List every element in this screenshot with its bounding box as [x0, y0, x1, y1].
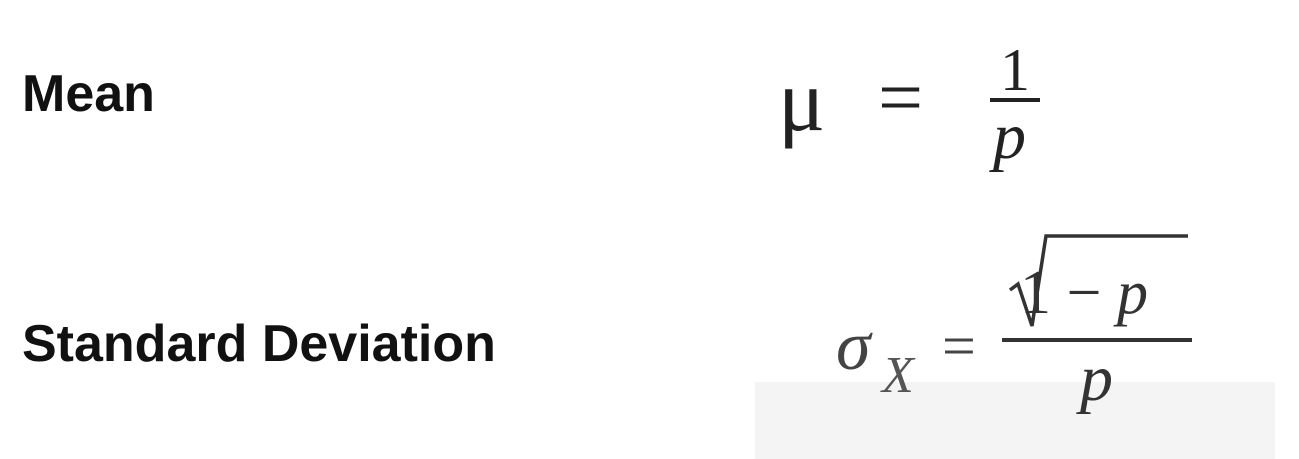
- sd-numerator: 1 − p: [1020, 262, 1148, 324]
- sigma-subscript: X: [882, 350, 914, 402]
- mu-symbol: μ: [778, 58, 825, 146]
- mean-numerator: 1: [1000, 40, 1030, 100]
- sd-numerator-variable: p: [1117, 259, 1148, 327]
- sd-numerator-minus: −: [1051, 259, 1117, 327]
- sigma-symbol: σ: [836, 312, 871, 382]
- formula-background-strip: [755, 382, 1275, 459]
- sd-denominator: p: [1080, 346, 1113, 412]
- standard-deviation-label: Standard Deviation: [22, 318, 496, 370]
- mean-equals-sign: =: [878, 58, 923, 138]
- sd-equals-sign: =: [942, 316, 976, 376]
- mean-label: Mean: [22, 68, 155, 120]
- sd-numerator-one: 1: [1020, 259, 1051, 327]
- mean-denominator: p: [993, 104, 1026, 170]
